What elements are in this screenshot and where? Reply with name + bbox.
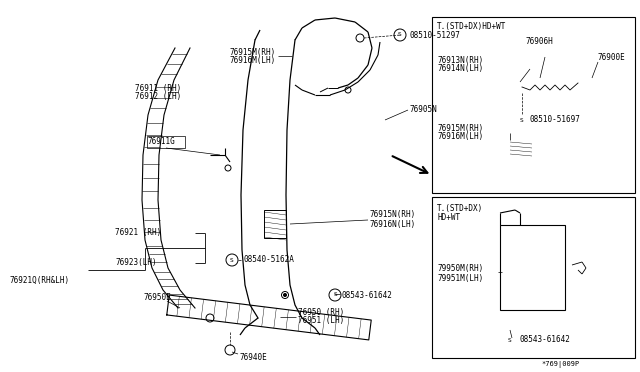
Circle shape (284, 294, 287, 296)
Bar (510, 82, 528, 92)
Text: 76950E: 76950E (143, 294, 171, 302)
Text: 79950M(RH): 79950M(RH) (438, 263, 484, 273)
Text: 76951 (LH): 76951 (LH) (298, 317, 344, 326)
Text: T.(STD+DX): T.(STD+DX) (437, 203, 483, 212)
Text: *769|009P: *769|009P (541, 362, 580, 369)
Text: 76916N(LH): 76916N(LH) (370, 219, 416, 228)
Text: 08543-61642: 08543-61642 (520, 336, 571, 344)
Text: 76923(LH): 76923(LH) (115, 259, 157, 267)
Text: 79951M(LH): 79951M(LH) (438, 273, 484, 282)
Text: 76913N(RH): 76913N(RH) (438, 55, 484, 64)
Text: S: S (508, 337, 512, 343)
Text: S: S (333, 292, 337, 298)
Text: S: S (398, 32, 402, 38)
Text: 76906H: 76906H (525, 38, 553, 46)
Text: 76911G: 76911G (148, 138, 176, 147)
Text: 08510-51697: 08510-51697 (530, 115, 581, 125)
Text: 76921 (RH): 76921 (RH) (115, 228, 161, 237)
Text: T.(STD+DX)HD+WT: T.(STD+DX)HD+WT (437, 22, 506, 32)
Text: 76912 (LH): 76912 (LH) (135, 93, 181, 102)
Bar (510, 140, 532, 158)
Text: S: S (520, 118, 524, 122)
Bar (500, 225, 565, 310)
Text: 08543-61642: 08543-61642 (342, 291, 393, 299)
Bar (578, 78, 592, 88)
Text: HD+WT: HD+WT (437, 214, 460, 222)
Text: 76900E: 76900E (598, 52, 626, 61)
Text: 76915N(RH): 76915N(RH) (370, 211, 416, 219)
Text: 76911 (RH): 76911 (RH) (135, 83, 181, 93)
Text: 76915M(RH): 76915M(RH) (230, 48, 276, 57)
Bar (147, 136, 185, 148)
Text: 76921Q(RH&LH): 76921Q(RH&LH) (10, 276, 70, 285)
Text: 76905N: 76905N (410, 106, 438, 115)
Text: 76915M(RH): 76915M(RH) (438, 124, 484, 132)
Bar (264, 210, 286, 238)
Text: 08510-51297: 08510-51297 (410, 31, 461, 39)
Text: 08540-5162A: 08540-5162A (243, 256, 294, 264)
Bar (432, 197, 635, 358)
Text: 76914N(LH): 76914N(LH) (438, 64, 484, 74)
Text: 76950 (RH): 76950 (RH) (298, 308, 344, 317)
Text: S: S (230, 257, 234, 263)
Text: 76916M(LH): 76916M(LH) (230, 57, 276, 65)
Text: 76916M(LH): 76916M(LH) (438, 132, 484, 141)
Text: 76940E: 76940E (240, 353, 268, 362)
Bar (432, 17, 635, 193)
